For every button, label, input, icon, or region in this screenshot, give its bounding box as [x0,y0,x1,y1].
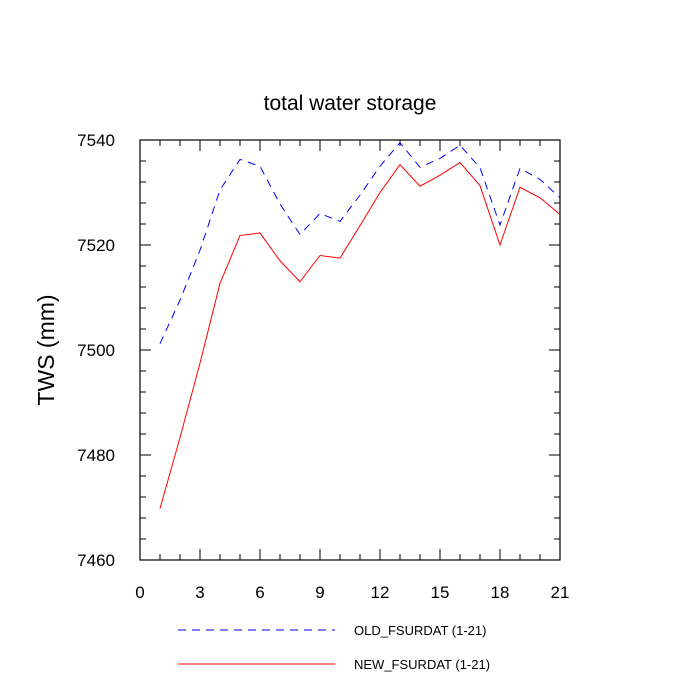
legend-label-1: OLD_FSURDAT (1-21) [354,623,486,638]
legend: OLD_FSURDAT (1-21) NEW_FSURDAT (1-21) [178,623,490,672]
x-tick-label: 0 [135,583,144,602]
x-tick-label: 15 [431,583,450,602]
x-tick-labels: 0 3 6 9 12 15 18 21 [135,583,569,602]
major-ticks [139,139,561,561]
x-tick-label: 12 [371,583,390,602]
y-tick-label: 7460 [77,551,115,570]
y-tick-label: 7540 [77,131,115,150]
x-tick-label: 18 [491,583,510,602]
y-tick-label: 7520 [77,236,115,255]
series-layer [159,141,561,509]
minor-ticks [140,140,560,560]
y-tick-label: 7480 [77,446,115,465]
series-line-1 [159,141,561,344]
x-tick-label: 3 [195,583,204,602]
y-axis-label: TWS (mm) [33,294,59,405]
x-tick-label: 9 [315,583,324,602]
x-tick-label: 21 [551,583,570,602]
chart-title: total water storage [264,92,437,115]
legend-label-2: NEW_FSURDAT (1-21) [354,657,490,672]
x-tick-label: 6 [255,583,264,602]
y-tick-labels: 7460 7480 7500 7520 7540 [77,131,115,570]
series-line-2 [159,161,561,509]
y-tick-label: 7500 [77,341,115,360]
